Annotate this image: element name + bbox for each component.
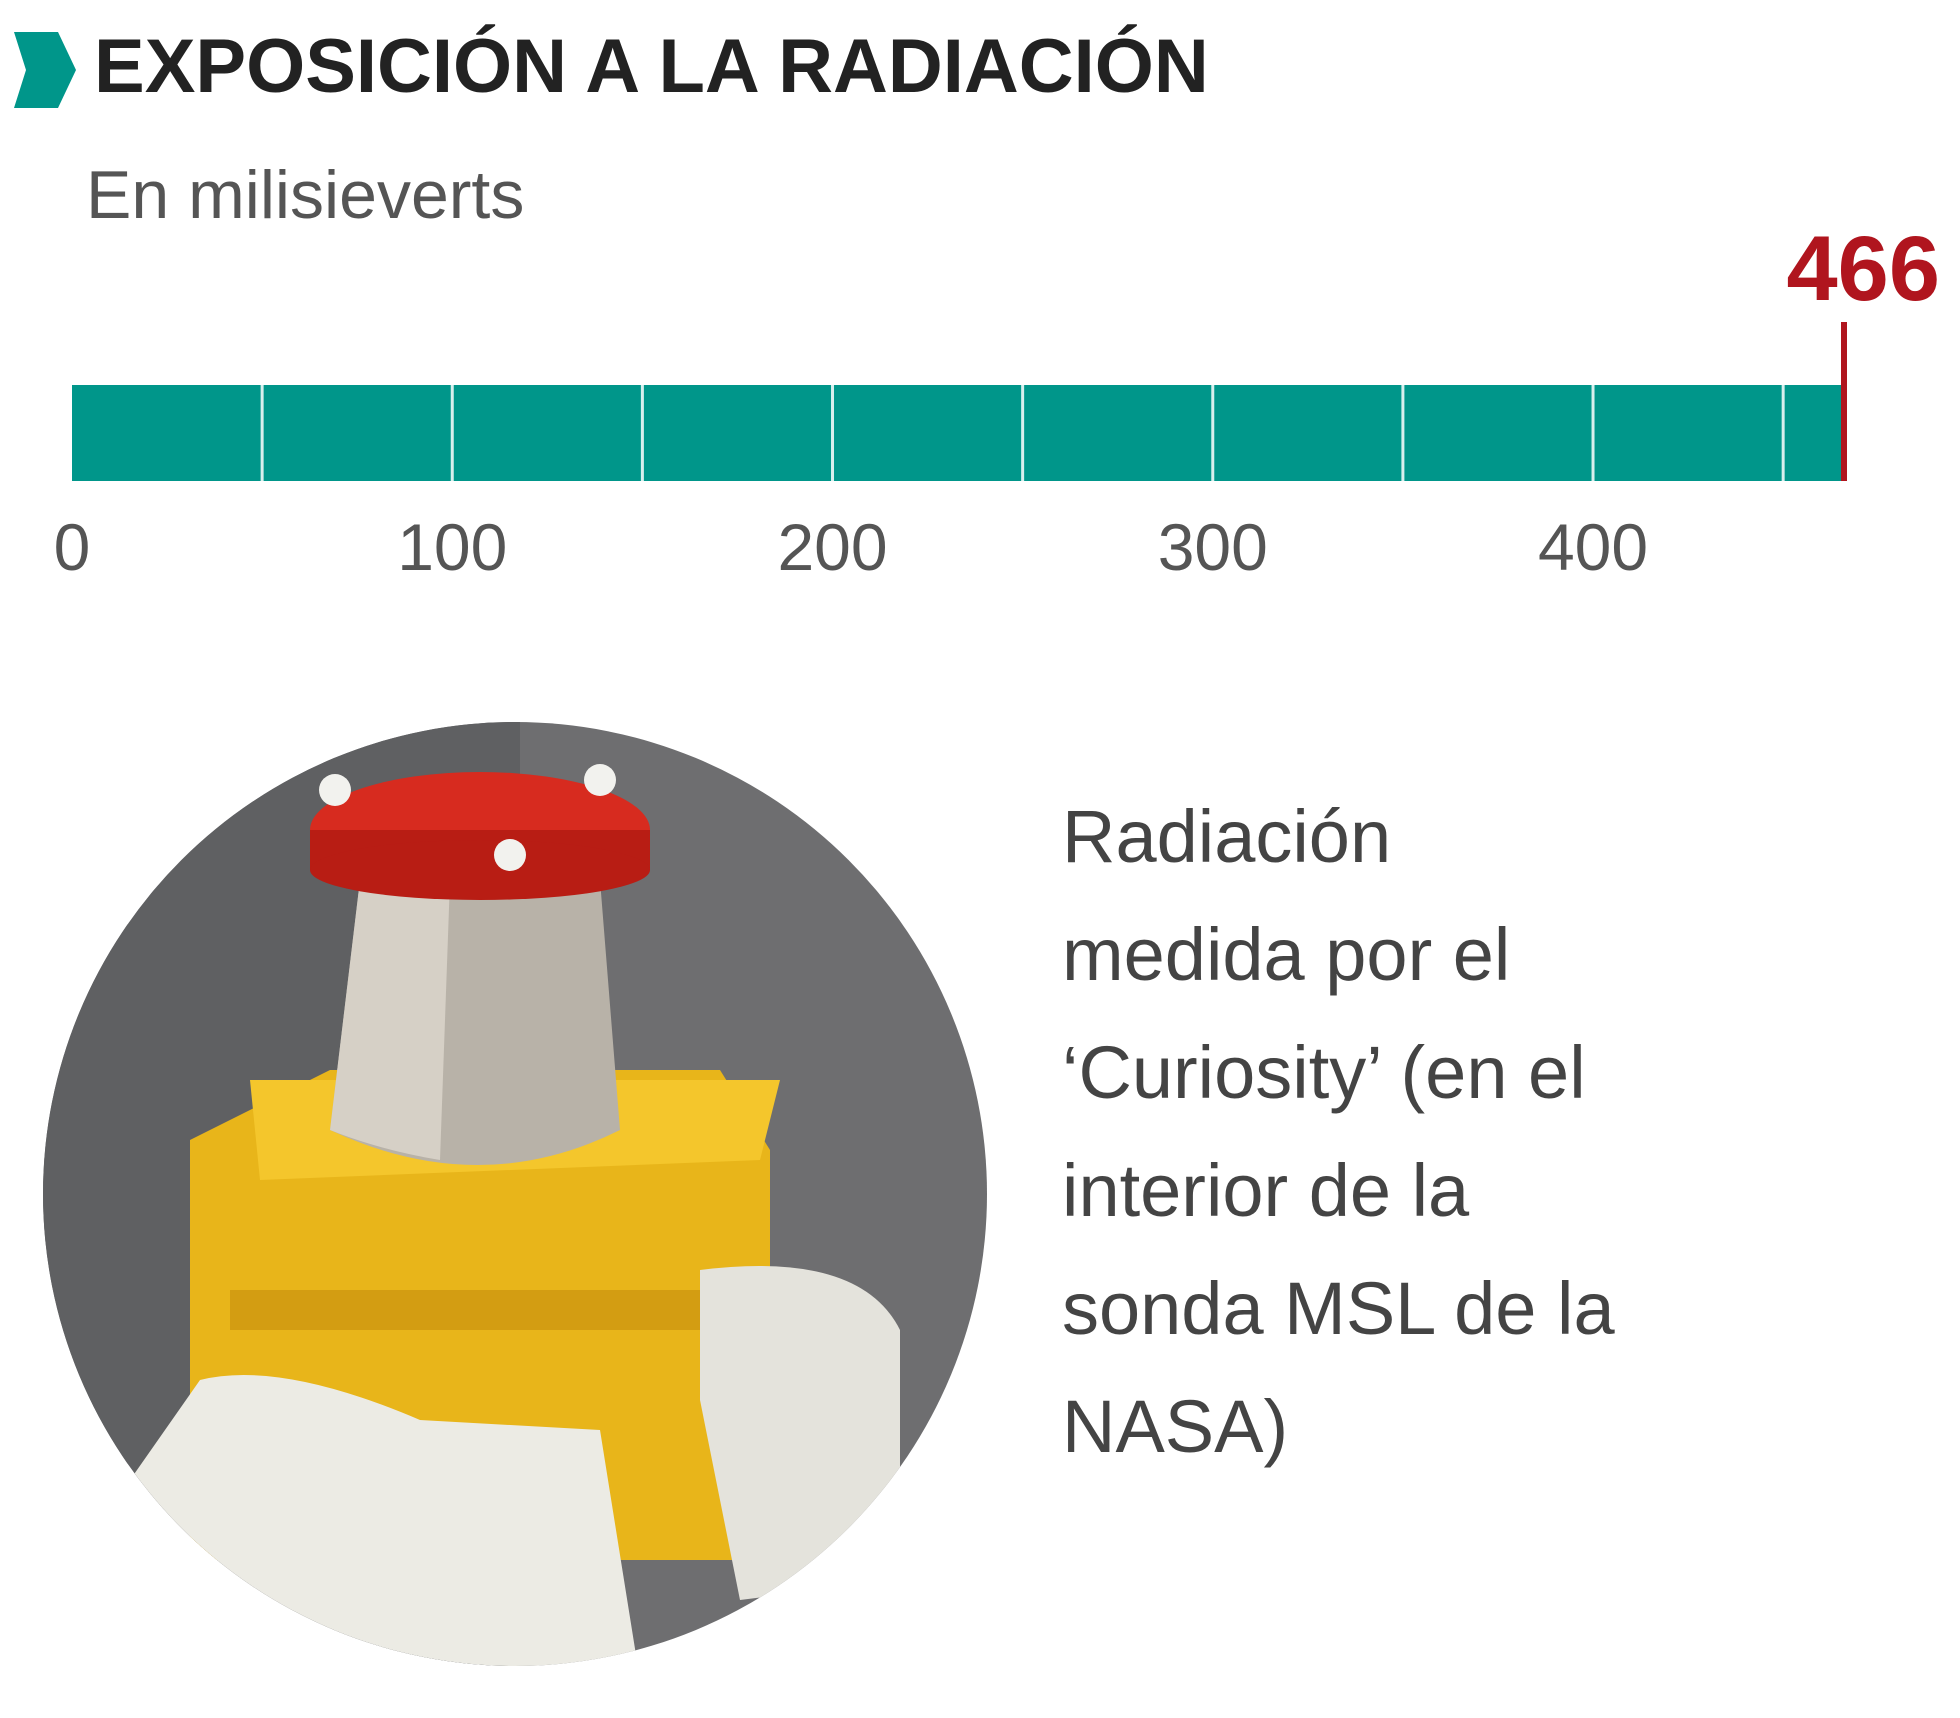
- title-marker: [14, 32, 76, 108]
- x-tick-label: 0: [54, 510, 91, 584]
- caption-line: ‘Curiosity’ (en el: [1062, 1031, 1586, 1114]
- x-tick-label: 400: [1538, 510, 1648, 584]
- x-tick-label: 100: [397, 510, 507, 584]
- bar: [72, 385, 1844, 481]
- chart-subtitle: En milisieverts: [86, 157, 524, 233]
- photo: [43, 722, 987, 1666]
- caption-line: interior de la: [1062, 1149, 1470, 1232]
- caption-line: NASA): [1062, 1385, 1288, 1468]
- caption: Radiación medida por el ‘Curiosity’ (en el…: [1062, 795, 1615, 1468]
- chart-title: EXPOSICIÓN A LA RADIACIÓN: [94, 24, 1209, 109]
- caption-line: Radiación: [1062, 795, 1391, 878]
- value-label: 466: [1787, 218, 1941, 320]
- x-tick-label: 300: [1158, 510, 1268, 584]
- x-tick-label: 200: [777, 510, 887, 584]
- caption-line: medida por el: [1062, 913, 1510, 996]
- caption-line: sonda MSL de la: [1062, 1267, 1615, 1350]
